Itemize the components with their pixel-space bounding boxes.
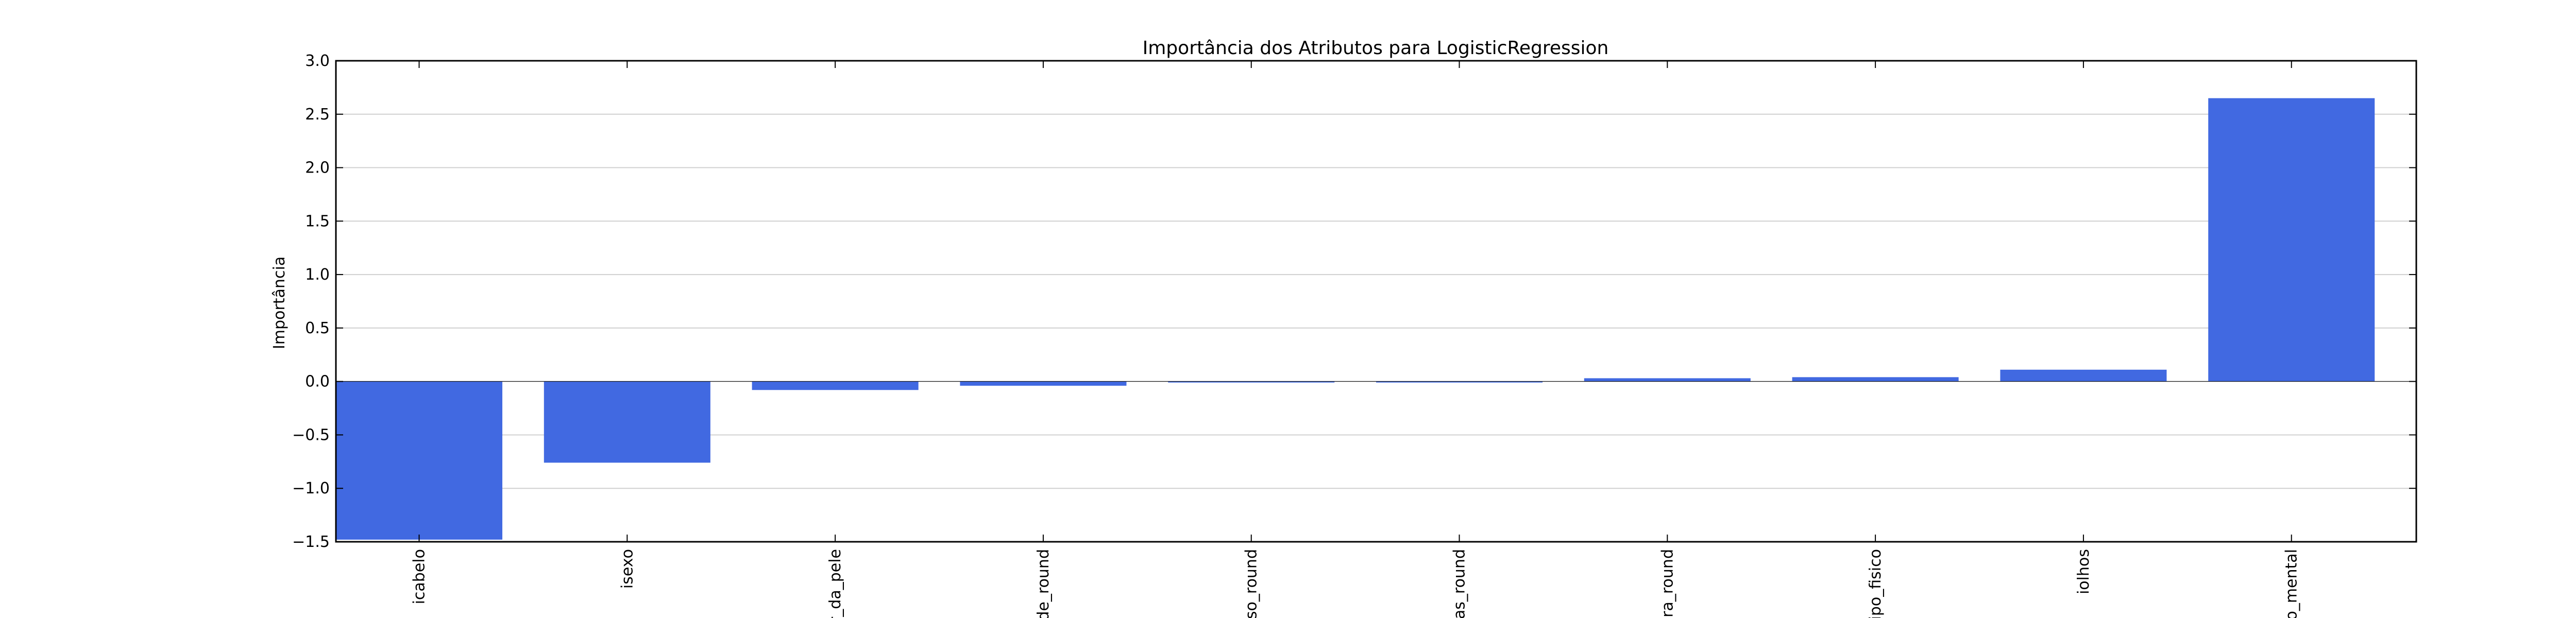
x-tick-label: de_round: [1035, 549, 1053, 618]
x-tick-label: tipo_fisico: [1867, 549, 1885, 618]
y-tick-label: 2.0: [305, 159, 330, 177]
bar: [336, 381, 503, 540]
y-tick-label: −1.0: [292, 479, 330, 497]
bar: [544, 381, 710, 463]
y-axis-title: Importância: [270, 256, 289, 349]
bar: [2208, 98, 2375, 382]
bar: [2000, 369, 2167, 382]
bars: [336, 98, 2375, 540]
bar: [752, 381, 919, 390]
y-tick-label: 0.5: [305, 319, 330, 337]
x-axis-ticks: icabelo isexo r_da_pele de_round eso_round ia…: [411, 61, 2301, 618]
bar: [1792, 377, 1959, 382]
y-axis-ticks: −1.5 −1.0 −0.5 0.0 0.5 1.0 1.5 2.0 2.5 3.0: [292, 52, 2416, 551]
x-tick-label: icabelo: [411, 549, 429, 604]
y-tick-label: 1.5: [305, 212, 330, 230]
y-tick-label: −1.5: [292, 533, 330, 551]
y-tick-label: −0.5: [292, 426, 330, 444]
bar: [1584, 378, 1751, 382]
x-tick-label: eso_round: [1243, 549, 1261, 618]
y-tick-label: 0.0: [305, 373, 330, 391]
y-tick-label: 1.0: [305, 266, 330, 284]
y-tick-label: 3.0: [305, 52, 330, 70]
bar: [1376, 381, 1543, 383]
x-tick-label: ura_round: [1658, 549, 1676, 618]
x-tick-label: ias_round: [1451, 549, 1469, 618]
x-tick-label: iolhos: [2075, 549, 2093, 594]
bar: [1168, 381, 1335, 383]
y-tick-label: 2.5: [305, 106, 330, 124]
plot-frame: [335, 60, 2417, 543]
x-tick-label: o_mental: [2283, 549, 2301, 618]
x-tick-label: r_da_pele: [826, 549, 844, 618]
bar: [960, 381, 1127, 386]
x-tick-label: isexo: [618, 549, 636, 589]
chart-title: Importância dos Atributos para LogisticR…: [1143, 38, 1609, 59]
